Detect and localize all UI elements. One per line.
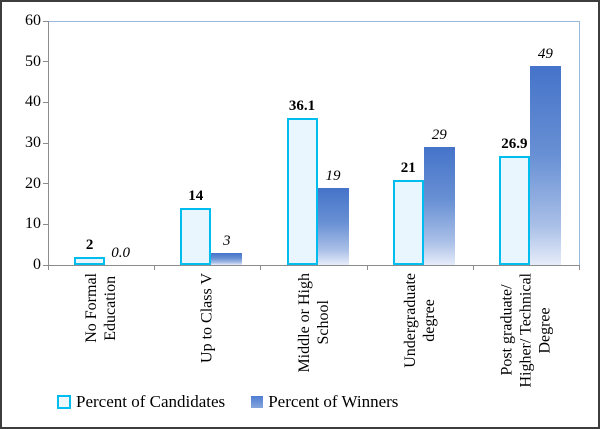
data-label-winner: 0.0 [111, 245, 130, 261]
x-tick-mark [260, 265, 262, 270]
y-tick-mark [43, 264, 48, 266]
legend-label-winners: Percent of Winners [268, 392, 399, 411]
y-tick-label: 40 [25, 93, 41, 111]
winners-swatch-icon [251, 396, 264, 408]
data-label-winner: 29 [431, 127, 447, 144]
data-label-candidate: 2 [85, 236, 94, 253]
bar-winner [529, 65, 561, 265]
y-tick-label: 50 [25, 52, 41, 70]
bar-candidate [286, 118, 318, 265]
legend-item-candidates: Percent of Candidates [57, 392, 225, 412]
data-label-candidate: 14 [188, 188, 204, 205]
data-label-candidate: 36.1 [288, 98, 316, 115]
y-tick-mark [43, 20, 48, 22]
legend: Percent of Candidates Percent of Winners [57, 392, 398, 412]
data-label-candidate: 21 [400, 159, 416, 176]
category-label: Post graduate/ Higher/ Technical Degree [498, 273, 554, 388]
y-tick-mark [43, 61, 48, 63]
x-tick-mark [48, 265, 49, 270]
data-label-winner: 19 [325, 167, 341, 184]
category-label: Undergraduate degree [401, 273, 438, 368]
category-label: No Formal Education [83, 273, 120, 343]
bar-candidate [392, 179, 424, 265]
y-tick-mark [43, 101, 48, 103]
y-tick-label: 10 [25, 215, 41, 233]
y-tick-label: 0 [33, 256, 41, 273]
x-axis-line [44, 265, 580, 266]
legend-item-winners: Percent of Winners [251, 392, 398, 412]
bar-winner [317, 187, 349, 265]
y-tick-label: 30 [25, 134, 41, 151]
bar-winner [423, 147, 455, 265]
y-tick-label: 60 [25, 12, 41, 29]
y-tick-mark [43, 183, 48, 185]
category-label: Up to Class V [198, 273, 216, 363]
y-tick-mark [43, 223, 48, 225]
bar-winner [211, 252, 243, 265]
category-label: Middle or High School [295, 273, 332, 373]
legend-label-candidates: Percent of Candidates [76, 392, 226, 411]
y-tick-mark [43, 142, 48, 144]
bar-candidate [74, 256, 106, 265]
y-axis-line [48, 21, 49, 270]
data-label-winner: 49 [537, 45, 553, 62]
x-tick-mark [472, 265, 474, 270]
x-tick-mark [579, 265, 580, 270]
bar-candidate [180, 208, 212, 265]
candidates-swatch-icon [57, 395, 71, 409]
x-tick-mark [154, 265, 156, 270]
y-tick-label: 20 [25, 174, 41, 192]
x-tick-mark [366, 265, 368, 270]
data-label-winner: 3 [223, 232, 231, 249]
data-label-candidate: 26.9 [501, 135, 528, 152]
bar-candidate [498, 155, 530, 265]
plot-area-frame [48, 21, 580, 265]
